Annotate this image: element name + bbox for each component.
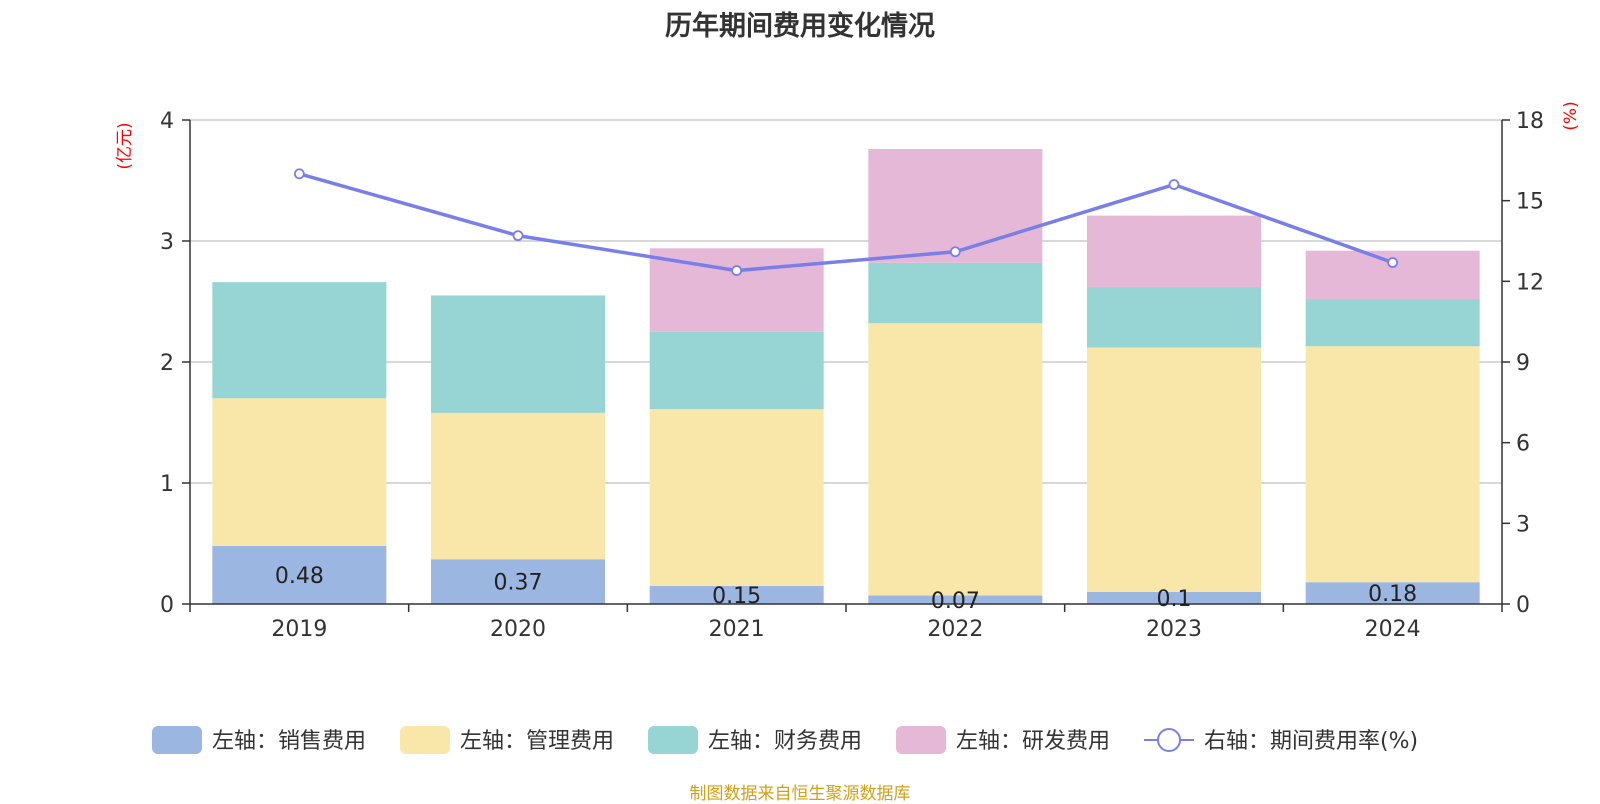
bar-segment bbox=[868, 149, 1043, 263]
data-label: 0.18 bbox=[1368, 582, 1417, 607]
rate-point bbox=[293, 168, 305, 180]
rate-line bbox=[298, 172, 1394, 273]
rate-point bbox=[512, 230, 524, 242]
bar-segment bbox=[649, 585, 824, 604]
bar-segment bbox=[1087, 591, 1261, 604]
bar-segment bbox=[431, 295, 605, 413]
x-axis-tick-label: 2021 bbox=[709, 617, 765, 642]
bar-segment bbox=[431, 559, 605, 604]
bar-segment bbox=[868, 323, 1043, 596]
left-axis-tick-label: 1 bbox=[160, 472, 174, 497]
left-axis-unit: (亿元) bbox=[115, 122, 135, 169]
x-axis-tick-label: 2024 bbox=[1365, 617, 1421, 642]
legend-label: 左轴：销售费用 bbox=[212, 729, 366, 754]
bar-segment bbox=[1087, 215, 1261, 287]
data-label: 0.48 bbox=[275, 564, 324, 589]
bar-segment bbox=[1305, 346, 1480, 583]
legend-label: 左轴：管理费用 bbox=[460, 729, 614, 754]
rate-point bbox=[731, 265, 743, 276]
data-label: 0.07 bbox=[931, 589, 980, 614]
legend-marker bbox=[1157, 728, 1181, 752]
right-axis-unit: (%) bbox=[1561, 101, 1581, 130]
data-label: 0.37 bbox=[494, 571, 543, 596]
rate-point bbox=[1168, 179, 1180, 190]
legend-swatch bbox=[896, 726, 946, 754]
legend-swatch bbox=[648, 726, 698, 754]
right-axis-tick-label: 15 bbox=[1516, 190, 1544, 215]
bar-segment bbox=[1305, 582, 1480, 604]
bar-segment bbox=[868, 595, 1043, 604]
data-label: 0.15 bbox=[712, 584, 761, 609]
bar-segment bbox=[649, 331, 824, 410]
x-axis-tick-label: 2019 bbox=[271, 617, 327, 642]
legend-label: 右轴：期间费用率(%) bbox=[1204, 729, 1418, 754]
x-axis-tick-label: 2023 bbox=[1146, 617, 1202, 642]
bar-segment bbox=[212, 545, 387, 604]
x-axis-tick-label: 2022 bbox=[927, 617, 983, 642]
bar-segment bbox=[868, 262, 1043, 324]
chart-title: 历年期间费用变化情况 bbox=[665, 11, 935, 42]
bar-segment bbox=[649, 409, 824, 586]
left-axis-tick-label: 0 bbox=[160, 593, 174, 618]
rate-point bbox=[1387, 257, 1399, 268]
right-axis-tick-label: 3 bbox=[1516, 512, 1530, 537]
legend-label: 左轴：研发费用 bbox=[956, 729, 1110, 754]
data-label: 0.1 bbox=[1157, 587, 1192, 612]
bar-segment bbox=[1305, 299, 1480, 347]
bar-segment bbox=[1087, 347, 1261, 592]
left-axis-tick-label: 2 bbox=[160, 351, 174, 376]
right-axis-tick-label: 18 bbox=[1516, 109, 1544, 134]
right-axis-tick-label: 9 bbox=[1516, 351, 1530, 376]
right-axis-tick-label: 12 bbox=[1516, 270, 1544, 295]
bar-segment bbox=[212, 282, 387, 399]
x-axis-tick-label: 2020 bbox=[490, 617, 546, 642]
rate-point bbox=[949, 246, 961, 258]
left-axis-tick-label: 4 bbox=[160, 109, 174, 134]
bar-segment bbox=[1087, 286, 1261, 348]
legend-swatch bbox=[152, 726, 202, 754]
legend-swatch bbox=[400, 726, 450, 754]
bar-segment bbox=[212, 398, 387, 546]
right-axis-tick-label: 0 bbox=[1516, 593, 1530, 618]
legend-label: 左轴：财务费用 bbox=[708, 729, 862, 754]
right-axis-tick-label: 6 bbox=[1516, 432, 1530, 457]
left-axis-tick-label: 3 bbox=[160, 230, 174, 255]
source-note: 制图数据来自恒生聚源数据库 bbox=[689, 784, 911, 804]
bar-segment bbox=[431, 412, 605, 560]
